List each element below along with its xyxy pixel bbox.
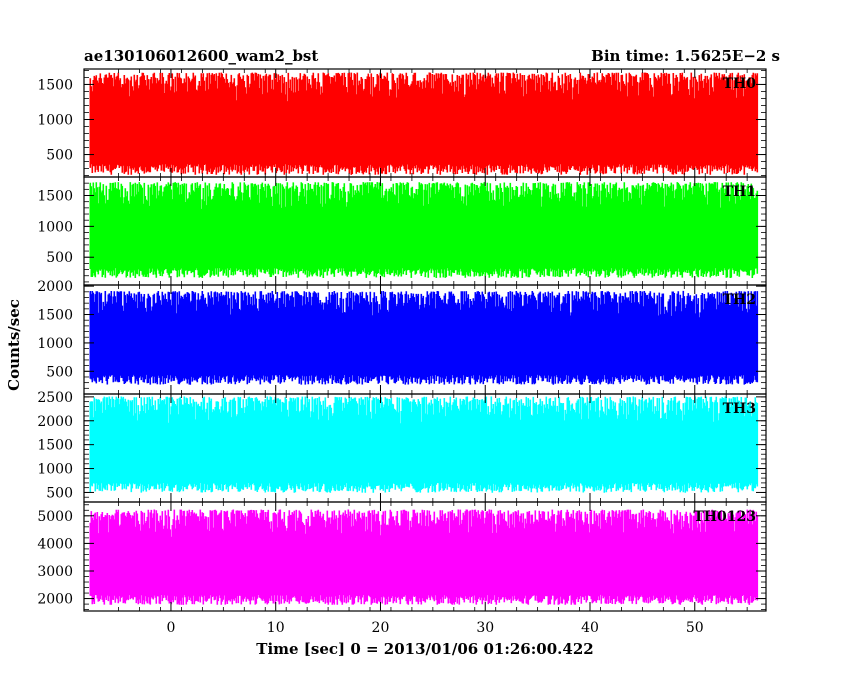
- y-axis-label: Counts/sec: [5, 299, 23, 391]
- x-tick-label: 50: [686, 620, 704, 636]
- y-tick-label: 2000: [37, 414, 73, 430]
- panel-label-th3: TH3: [723, 401, 756, 417]
- y-tick-label: 500: [46, 364, 73, 380]
- panel-th0123: 2000 3000 4000 5000 TH0123: [37, 501, 767, 612]
- y-tick-label: 1000: [37, 112, 73, 128]
- y-tick-label: 500: [46, 485, 73, 501]
- panel-label-th0123: TH0123: [693, 509, 756, 525]
- series-th3: [89, 396, 759, 493]
- panel-label-th0: TH0: [723, 76, 757, 92]
- panels: 500 1000 1500 TH0 500 1000 1500 TH1 500 1000 1500 2…: [37, 68, 767, 612]
- y-tick-label: 1000: [37, 336, 73, 352]
- y-tick-label: 1000: [37, 219, 73, 235]
- series-th2: [89, 290, 759, 385]
- series-th1: [89, 182, 759, 278]
- series-th0123: [89, 509, 759, 605]
- y-tick-label: 1000: [37, 462, 73, 478]
- y-tick-label: 4000: [37, 536, 73, 552]
- y-tick-label: 1500: [37, 308, 73, 324]
- y-tick-label: 1500: [37, 438, 73, 454]
- panel-th1: 500 1000 1500 TH1: [37, 176, 767, 286]
- panel-label-th2: TH2: [723, 292, 756, 308]
- panel-th3: 500 1000 1500 2000 2500 TH3: [37, 390, 767, 503]
- panel-th2: 500 1000 1500 2000 TH2: [37, 279, 767, 395]
- y-tick-label: 3000: [37, 564, 73, 580]
- x-tick-label: 0: [166, 620, 175, 636]
- x-tick-label: 30: [476, 620, 494, 636]
- panel-frame: [83, 501, 767, 612]
- y-tick-label: 5000: [37, 509, 73, 525]
- y-tick-label: 1500: [37, 77, 73, 93]
- series-th0: [89, 72, 759, 175]
- y-tick-label: 1500: [37, 189, 73, 205]
- x-axis-label: Time [sec] 0 = 2013/01/06 01:26:00.422: [256, 640, 593, 658]
- observation-id: ae130106012600_wam2_bst: [84, 47, 318, 65]
- x-axis: 0 10 20 30 40 50: [166, 620, 703, 636]
- y-tick-label: 500: [46, 250, 73, 266]
- panel-th0: 500 1000 1500 TH0: [37, 68, 767, 178]
- x-tick-label: 10: [267, 620, 285, 636]
- bin-time-label: Bin time: 1.5625E−2 s: [591, 47, 780, 65]
- y-tick-label: 2500: [37, 390, 73, 406]
- x-tick-label: 40: [581, 620, 599, 636]
- panel-label-th1: TH1: [723, 184, 756, 200]
- y-tick-label: 2000: [37, 592, 73, 608]
- y-tick-label: 2000: [37, 279, 73, 295]
- x-tick-label: 20: [372, 620, 390, 636]
- y-tick-label: 500: [46, 148, 73, 164]
